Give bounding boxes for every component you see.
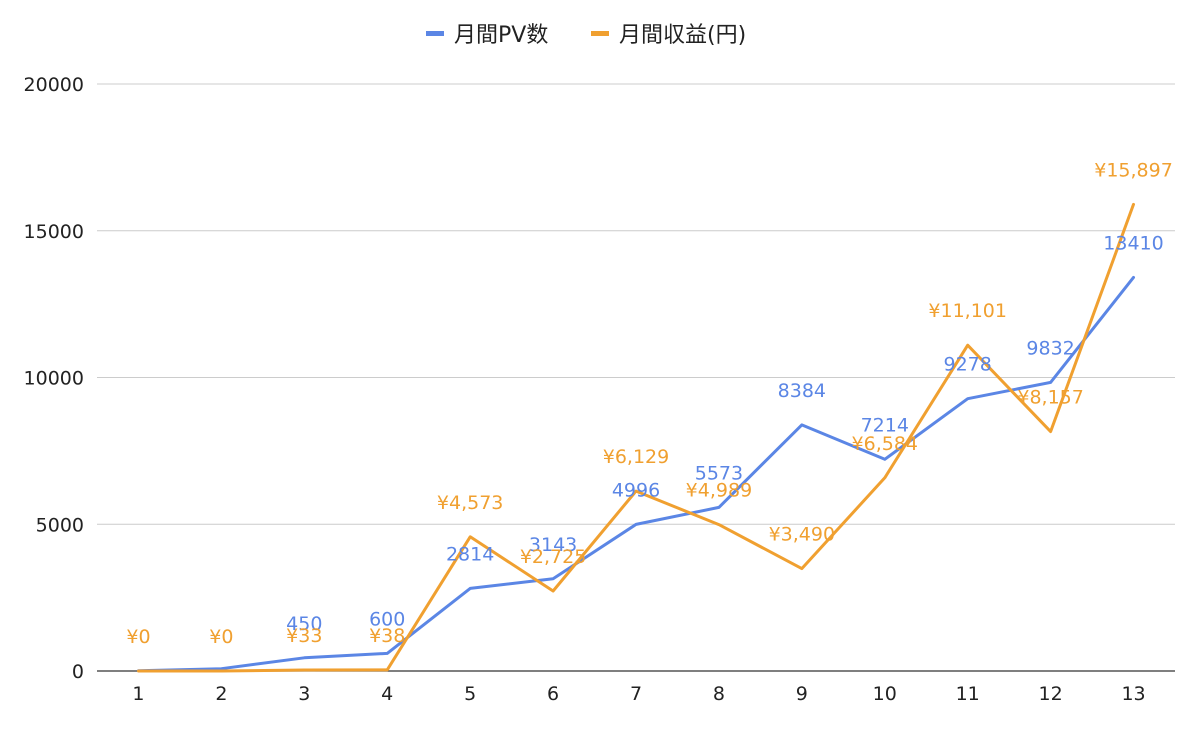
legend-label-pv: 月間PV数 xyxy=(454,23,548,48)
gridlines xyxy=(97,83,1175,672)
data-label-pv: 9832 xyxy=(1026,337,1074,359)
x-tick-label: 10 xyxy=(873,683,897,705)
data-label-revenue: ¥15,897 xyxy=(1094,159,1173,181)
x-tick-label: 5 xyxy=(464,683,476,705)
x-tick-label: 4 xyxy=(381,683,393,705)
y-tick-label: 10000 xyxy=(24,368,84,390)
data-label-pv: 450 xyxy=(286,613,322,635)
x-tick-label: 2 xyxy=(215,683,227,705)
y-tick-label: 0 xyxy=(72,661,84,683)
legend-swatch-pv xyxy=(426,31,444,36)
y-tick-label: 20000 xyxy=(24,74,84,96)
data-label-revenue: ¥6,129 xyxy=(603,446,669,468)
x-tick-label: 12 xyxy=(1039,683,1063,705)
data-label-revenue: ¥4,989 xyxy=(686,480,752,502)
data-label-pv: 5573 xyxy=(695,462,743,484)
series-line-revenue xyxy=(137,202,1135,673)
data-label-pv: 2814 xyxy=(446,543,494,565)
x-tick-label: 9 xyxy=(796,683,808,705)
data-label-revenue: ¥0 xyxy=(126,626,150,648)
data-label-pv: 8384 xyxy=(778,380,826,402)
data-label-pv: 3143 xyxy=(529,534,577,556)
x-tick-label: 7 xyxy=(630,683,642,705)
x-tick-label: 1 xyxy=(132,683,144,705)
data-label-revenue: ¥0 xyxy=(209,626,233,648)
y-tick-label: 5000 xyxy=(36,514,84,536)
legend-label-revenue: 月間収益(円) xyxy=(619,23,746,48)
data-label-revenue: ¥11,101 xyxy=(928,300,1007,322)
data-label-pv: 4996 xyxy=(612,479,660,501)
data-label-revenue: ¥38 xyxy=(369,625,405,647)
data-label-pv: 9278 xyxy=(944,354,992,376)
x-axis-ticks: 1 2 3 4 5 6 7 8 9 10 11 12 13 xyxy=(132,683,1145,705)
x-tick-label: 13 xyxy=(1121,683,1145,705)
series-line-pv xyxy=(137,275,1135,673)
data-label-revenue: ¥2,725 xyxy=(520,546,586,568)
x-tick-label: 6 xyxy=(547,683,559,705)
data-label-revenue: ¥3,490 xyxy=(769,524,835,546)
x-tick-label: 11 xyxy=(956,683,980,705)
x-tick-label: 8 xyxy=(713,683,725,705)
series-lines xyxy=(137,202,1135,673)
data-label-pv: 7214 xyxy=(861,414,909,436)
y-axis-ticks: 0 5000 10000 15000 20000 xyxy=(24,74,84,683)
data-label-revenue: ¥4,573 xyxy=(437,492,503,514)
data-label-revenue: ¥33 xyxy=(286,625,322,647)
data-label-revenue: ¥6,584 xyxy=(852,433,918,455)
y-tick-label: 15000 xyxy=(24,221,84,243)
data-label-pv: 600 xyxy=(369,608,405,630)
legend-swatch-revenue xyxy=(591,31,609,36)
data-label-revenue: ¥8,157 xyxy=(1017,387,1083,409)
legend: 月間PV数 月間収益(円) xyxy=(426,23,746,48)
x-tick-label: 3 xyxy=(298,683,310,705)
data-labels: 450 600 2814 3143 4996 5573 8384 7214 9278 9832 13… xyxy=(126,159,1172,648)
data-label-pv: 13410 xyxy=(1103,232,1163,254)
